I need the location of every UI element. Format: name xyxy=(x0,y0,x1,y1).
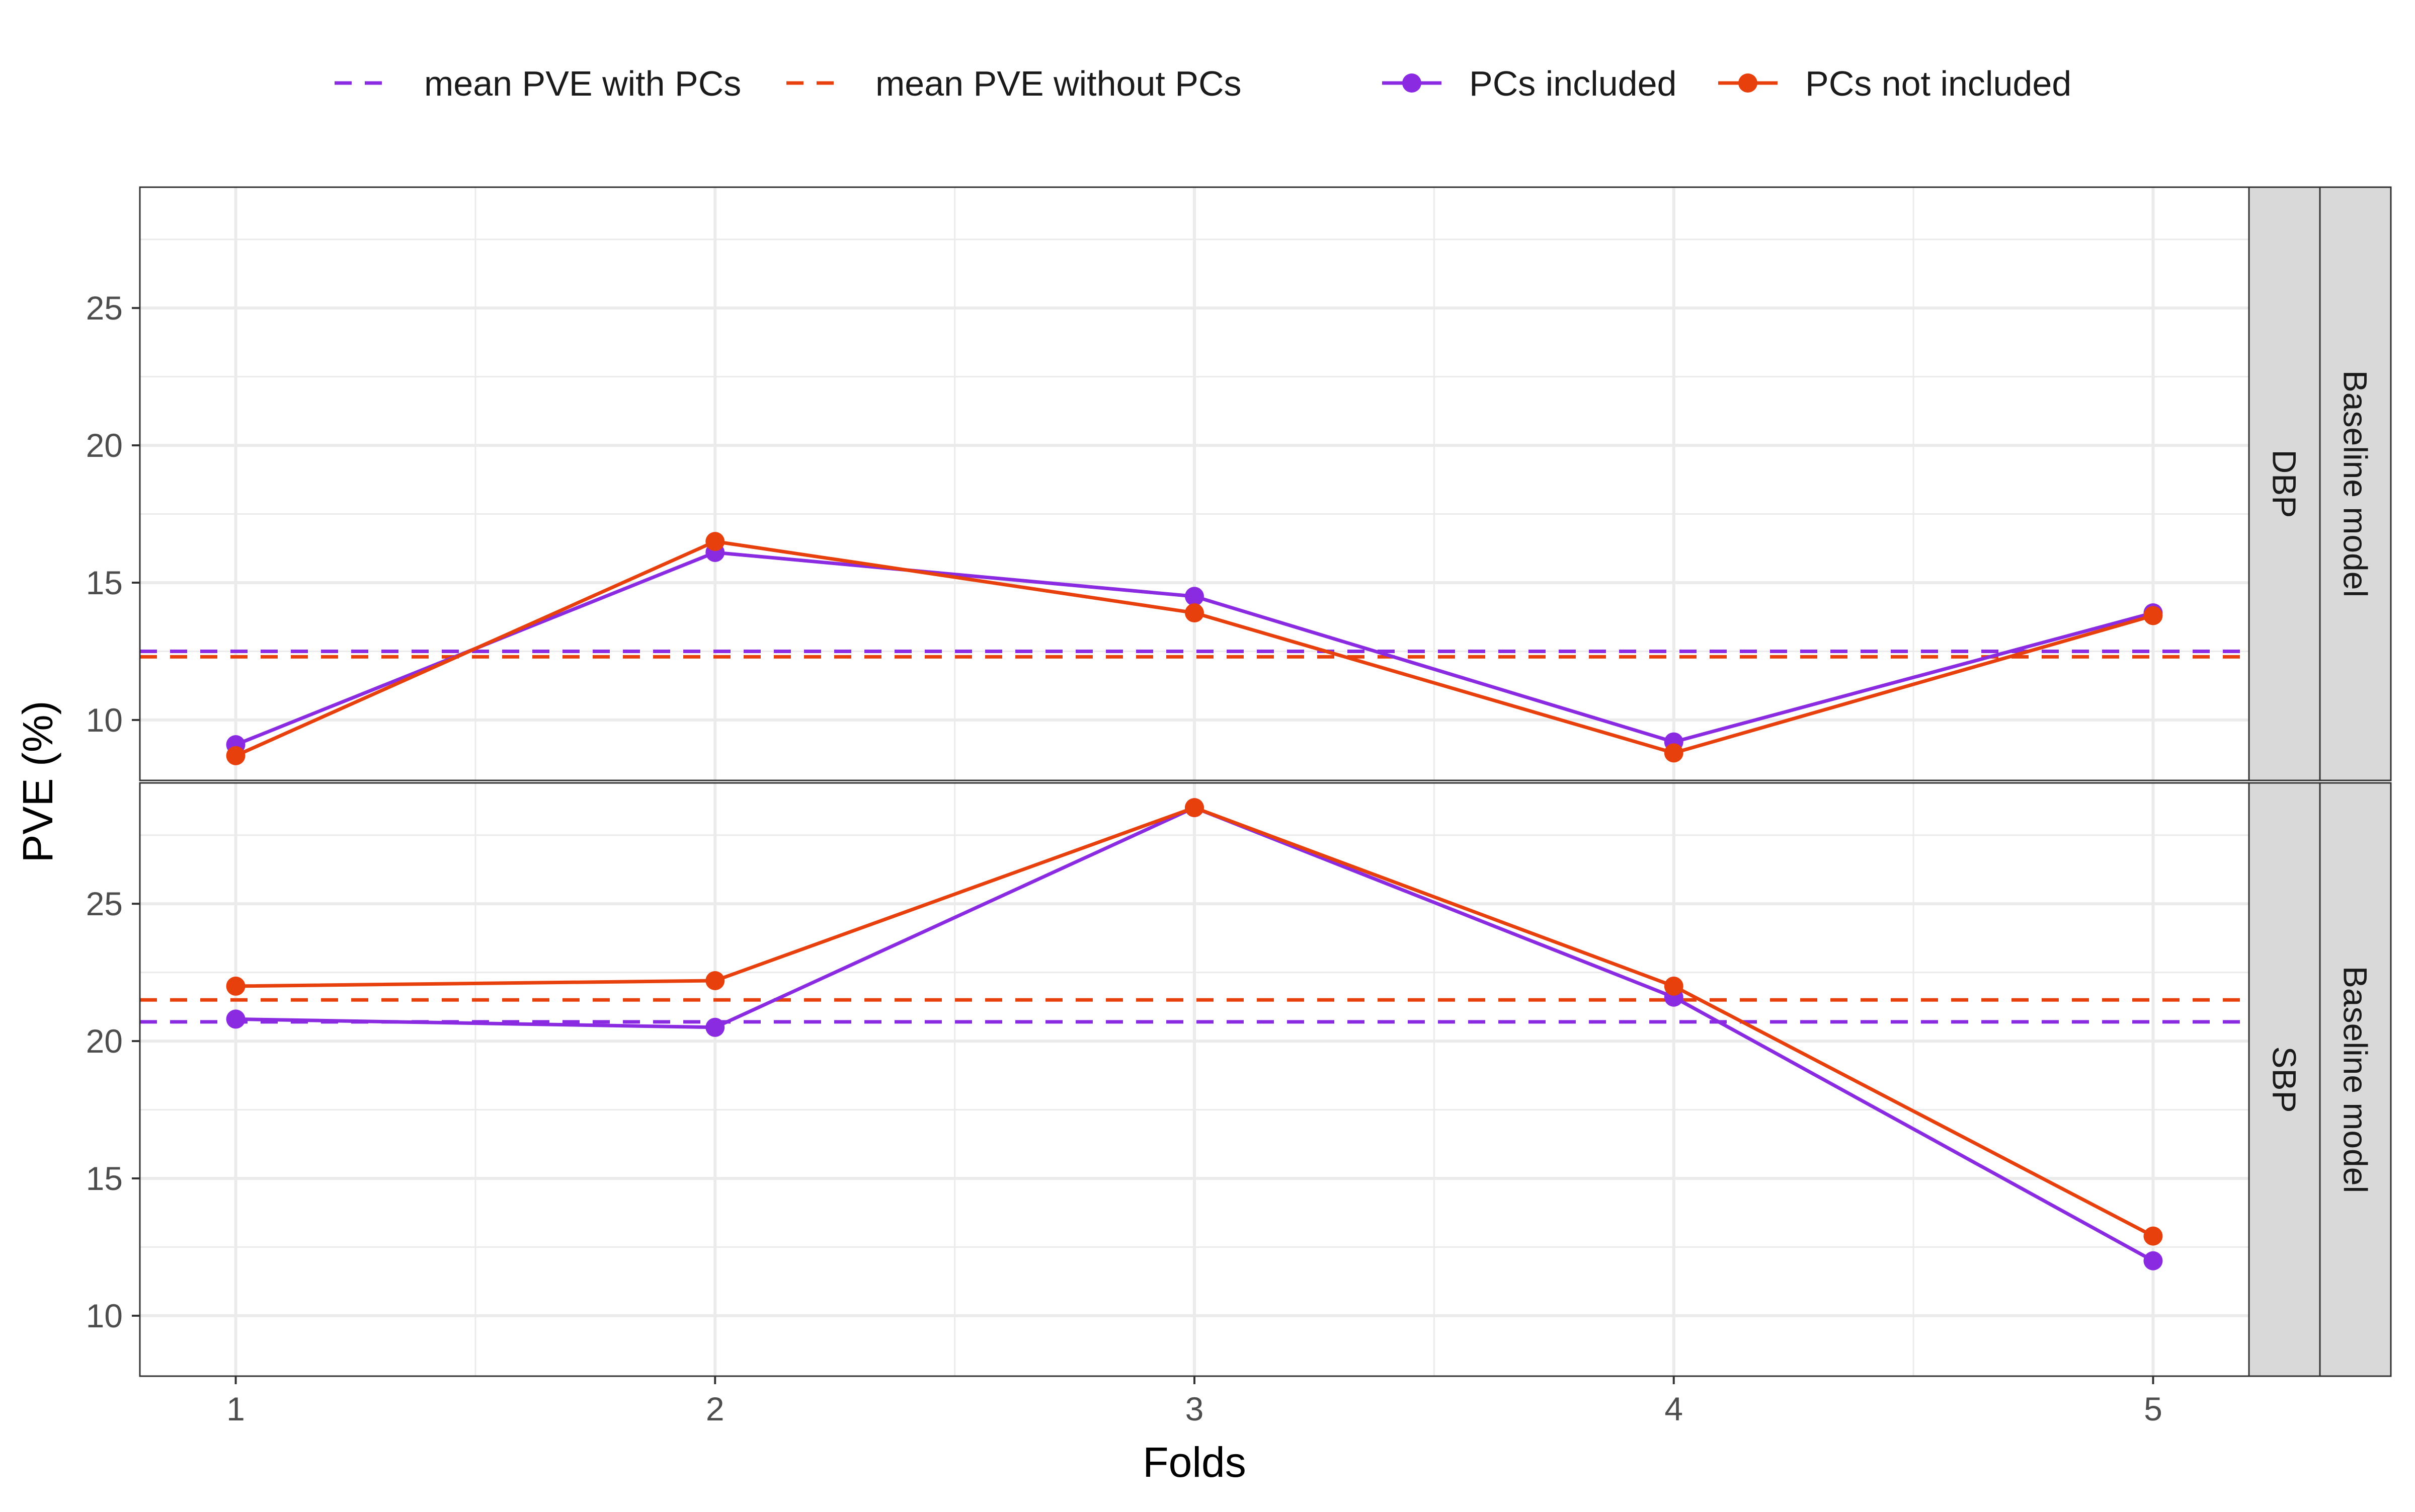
data-point-pcs-included xyxy=(705,1017,725,1037)
x-tick-label: 2 xyxy=(706,1390,725,1427)
legend-label: PCs not included xyxy=(1805,64,2071,103)
legend-point-icon xyxy=(1402,73,1421,93)
y-tick-label: 15 xyxy=(86,1160,123,1197)
legend-key-pcs-included: PCs included xyxy=(1382,64,1676,103)
legend-label: mean PVE with PCs xyxy=(424,64,741,103)
data-point-pcs-not-included xyxy=(1664,743,1683,763)
legend-point-icon xyxy=(1738,73,1757,93)
data-point-pcs-not-included xyxy=(1185,798,1204,818)
legend-label: PCs included xyxy=(1469,64,1676,103)
x-tick-label: 1 xyxy=(226,1390,245,1427)
y-tick-label: 15 xyxy=(86,564,123,601)
data-point-pcs-not-included xyxy=(705,532,725,551)
outer-strip-label: Baseline model xyxy=(2337,370,2374,597)
y-tick-label: 20 xyxy=(86,1022,123,1060)
data-point-pcs-included xyxy=(2143,1251,2163,1270)
legend-key-mean-with-pcs: mean PVE with PCs xyxy=(335,64,741,103)
y-tick-label: 25 xyxy=(86,885,123,922)
y-tick-label: 20 xyxy=(86,427,123,464)
data-point-pcs-not-included xyxy=(705,971,725,990)
data-point-pcs-not-included xyxy=(2143,1226,2163,1246)
x-axis-title: Folds xyxy=(1143,1439,1246,1486)
data-point-pcs-not-included xyxy=(226,976,246,996)
data-point-pcs-not-included xyxy=(1185,603,1204,623)
outer-strip-background xyxy=(2319,186,2392,781)
strip-background xyxy=(2248,782,2321,1377)
outer-strip-background xyxy=(2319,782,2392,1377)
legend-key-pcs-not-included: PCs not included xyxy=(1718,64,2071,103)
data-point-pcs-not-included xyxy=(226,746,246,765)
y-tick-label: 10 xyxy=(86,1297,123,1334)
strip-label-dbp: DBP xyxy=(2266,450,2303,518)
data-point-pcs-included xyxy=(226,1009,246,1029)
strip-label-sbp: SBP xyxy=(2266,1046,2303,1112)
data-point-pcs-not-included xyxy=(1664,976,1683,996)
panel-sbp: 10 15 20 25 SBP Baseline model xyxy=(86,782,2392,1377)
panel-dbp: 10 15 20 25 DBP Baseline model xyxy=(86,186,2392,781)
legend-key-mean-without-pcs: mean PVE without PCs xyxy=(786,64,1242,103)
legend: mean PVE with PCs mean PVE without PCs PCs… xyxy=(335,64,2071,103)
outer-strip-label: Baseline model xyxy=(2337,966,2374,1193)
data-point-pcs-not-included xyxy=(2143,606,2163,625)
y-tick-label: 25 xyxy=(86,289,123,327)
x-tick-label: 3 xyxy=(1185,1390,1204,1427)
y-tick-label: 10 xyxy=(86,701,123,739)
x-tick-label: 5 xyxy=(2144,1390,2162,1427)
x-tick-label: 4 xyxy=(1664,1390,1683,1427)
strip-background xyxy=(2248,186,2321,781)
data-point-pcs-included xyxy=(1185,587,1204,606)
y-axis-title: PVE (%) xyxy=(14,700,61,862)
legend-label: mean PVE without PCs xyxy=(875,64,1242,103)
